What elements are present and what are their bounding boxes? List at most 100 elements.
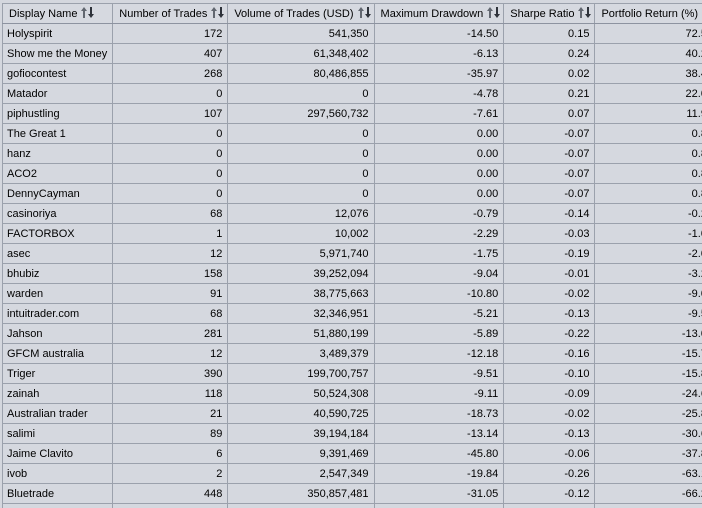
sort-up-down-arrows-icon[interactable]	[578, 7, 592, 18]
table-cell-number-of-trades: 118	[112, 383, 229, 404]
table-cell-portfolio-return: -15.74	[594, 343, 702, 364]
table-cell-number-of-trades: 448	[112, 483, 229, 504]
table-cell-display-name: DennyCayman	[1, 183, 114, 204]
column-header-portfolio-return[interactable]: Portfolio Return (%)	[594, 3, 702, 24]
table-cell-number-of-trades: 91	[112, 283, 229, 304]
trader-statistics-page: Display Name Number of Trades Volume of Tr…	[0, 3, 702, 508]
table-cell-sharpe-ratio: -0.12	[503, 483, 596, 504]
table-cell-maximum-drawdown: -45.80	[373, 443, 505, 464]
table-cell-portfolio-return: 22.03	[594, 83, 702, 104]
table-cell-portfolio-return: -13.06	[594, 323, 702, 344]
table-cell-sharpe-ratio: -0.02	[503, 403, 596, 424]
table-cell-sharpe-ratio: -0.09	[503, 383, 596, 404]
table-cell-display-name: Show me the Money	[1, 43, 114, 64]
sort-up-down-arrows-icon[interactable]	[357, 7, 371, 18]
column-header-display-name[interactable]: Display Name	[1, 3, 114, 24]
table-cell-maximum-drawdown: -0.79	[373, 203, 505, 224]
table-cell-portfolio-return: -94.02	[594, 503, 702, 508]
table-cell-maximum-drawdown: -35.97	[373, 63, 505, 84]
table-cell-display-name: bhubiz	[1, 263, 114, 284]
table-cell-number-of-trades: 172	[112, 23, 229, 44]
table-cell-volume-of-trades-usd: 32,346,951	[227, 303, 375, 324]
column-header-volume-of-trades-usd[interactable]: Volume of Trades (USD)	[227, 3, 375, 24]
table-cell-volume-of-trades-usd: 50,524,308	[227, 383, 375, 404]
table-cell-display-name: hanz	[1, 143, 114, 164]
table-cell-volume-of-trades-usd: 350,857,481	[227, 483, 375, 504]
table-body: Holyspirit172541,350-14.500.1572.55Show …	[1, 23, 702, 508]
column-header-maximum-drawdown[interactable]: Maximum Drawdown	[373, 3, 505, 24]
table-cell-sharpe-ratio: -0.22	[503, 323, 596, 344]
table-cell-sharpe-ratio: -0.36	[503, 503, 596, 508]
table-cell-maximum-drawdown: -7.61	[373, 103, 505, 124]
table-cell-maximum-drawdown: -13.14	[373, 423, 505, 444]
table-cell-volume-of-trades-usd: 2,547,349	[227, 463, 375, 484]
table-cell-portfolio-return: -9.51	[594, 303, 702, 324]
table-cell-sharpe-ratio: -0.07	[503, 163, 596, 184]
table-cell-maximum-drawdown: -6.13	[373, 43, 505, 64]
table-cell-display-name: FACTORBOX	[1, 223, 114, 244]
table-cell-display-name: casinoriya	[1, 203, 114, 224]
table-cell-number-of-trades: 21	[112, 403, 229, 424]
table-cell-volume-of-trades-usd: 80,486,855	[227, 63, 375, 84]
column-header-sharpe-ratio[interactable]: Sharpe Ratio	[503, 3, 596, 24]
table-cell-portfolio-return: 72.55	[594, 23, 702, 44]
table-cell-volume-of-trades-usd: 12,076	[227, 203, 375, 224]
sort-up-down-arrows-icon[interactable]	[211, 7, 225, 18]
sort-up-down-arrows-icon[interactable]	[81, 7, 95, 18]
table-cell-maximum-drawdown: 0.00	[373, 143, 505, 164]
table-cell-volume-of-trades-usd: 3,489,379	[227, 343, 375, 364]
table-cell-number-of-trades: 0	[112, 83, 229, 104]
table-cell-maximum-drawdown: -10.80	[373, 283, 505, 304]
sort-up-down-arrows-icon[interactable]	[487, 7, 501, 18]
table-cell-display-name: Jahson	[1, 323, 114, 344]
table-cell-maximum-drawdown: -31.05	[373, 483, 505, 504]
table-cell-portfolio-return: 38.41	[594, 63, 702, 84]
table-cell-number-of-trades: 2	[112, 463, 229, 484]
table-cell-sharpe-ratio: -0.13	[503, 423, 596, 444]
table-cell-volume-of-trades-usd: 51,880,199	[227, 323, 375, 344]
table-cell-volume-of-trades-usd: 39,252,094	[227, 263, 375, 284]
table-cell-portfolio-return: -0.21	[594, 203, 702, 224]
column-header-label: Maximum Drawdown	[380, 8, 484, 20]
table-row: Show me the Money 407 61,348,402 -6.13 0.24 4…	[1, 43, 702, 64]
table-cell-display-name: Holyspirit	[1, 23, 114, 44]
table-cell-maximum-drawdown: -5.89	[373, 323, 505, 344]
table-cell-sharpe-ratio: -0.06	[503, 443, 596, 464]
column-header-label: Volume of Trades (USD)	[234, 8, 354, 20]
table-header-row: Display Name Number of Trades Volume of Tr…	[1, 3, 702, 24]
table-cell-sharpe-ratio: -0.02	[503, 283, 596, 304]
table-cell-volume-of-trades-usd: 0	[227, 143, 375, 164]
table-cell-volume-of-trades-usd: 5,971,740	[227, 243, 375, 264]
table-cell-number-of-trades: 407	[112, 43, 229, 64]
table-cell-display-name: GFCM australia	[1, 343, 114, 364]
table-cell-sharpe-ratio: -0.03	[503, 223, 596, 244]
table-cell-sharpe-ratio: -0.07	[503, 183, 596, 204]
table-cell-maximum-drawdown: -2.29	[373, 223, 505, 244]
table-cell-number-of-trades: 68	[112, 303, 229, 324]
table-cell-sharpe-ratio: -0.10	[503, 363, 596, 384]
table-cell-number-of-trades: 158	[112, 263, 229, 284]
table-cell-number-of-trades: 0	[112, 123, 229, 144]
table-cell-volume-of-trades-usd: 0	[227, 163, 375, 184]
table-cell-sharpe-ratio: 0.07	[503, 103, 596, 124]
table-cell-portfolio-return: -30.67	[594, 423, 702, 444]
table-cell-number-of-trades: 0	[112, 143, 229, 164]
table-cell-maximum-drawdown: -9.04	[373, 263, 505, 284]
table-cell-portfolio-return: 0.87	[594, 183, 702, 204]
table-cell-number-of-trades: 0	[112, 183, 229, 204]
column-header-number-of-trades[interactable]: Number of Trades	[112, 3, 229, 24]
table-cell-number-of-trades: 89	[112, 423, 229, 444]
column-header-label: Sharpe Ratio	[510, 8, 575, 20]
table-cell-number-of-trades: 268	[112, 63, 229, 84]
table-cell-maximum-drawdown: -14.50	[373, 23, 505, 44]
table-cell-portfolio-return: -9.03	[594, 283, 702, 304]
table-cell-sharpe-ratio: -0.26	[503, 463, 596, 484]
table-cell-volume-of-trades-usd: 10,002	[227, 223, 375, 244]
